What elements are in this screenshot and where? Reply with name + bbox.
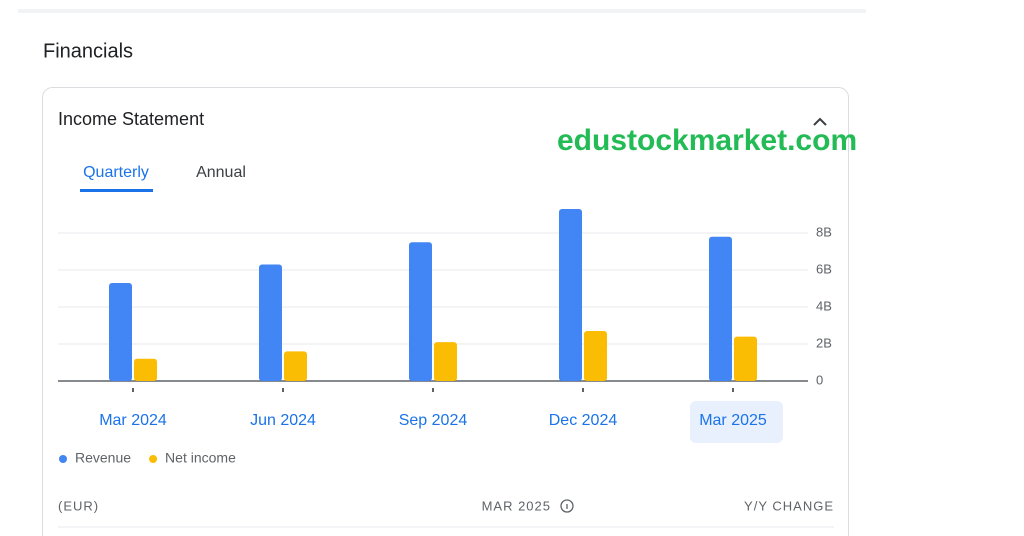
- bar: [709, 236, 732, 381]
- section-title: Financials: [43, 40, 133, 62]
- x-tick-label[interactable]: Mar 2024: [99, 412, 167, 429]
- tab-indicator: [80, 189, 153, 192]
- y-tick-label: 6B: [816, 261, 832, 276]
- bar: [434, 342, 457, 381]
- legend-dot: [149, 455, 158, 463]
- bar: [109, 282, 132, 381]
- table-period: MAR 2025: [482, 498, 551, 513]
- x-tick-label[interactable]: Mar 2025: [699, 412, 767, 429]
- bar: [284, 351, 307, 381]
- bar: [409, 242, 432, 381]
- table-change: Y/Y CHANGE: [744, 498, 834, 513]
- legend-dot: [59, 455, 67, 463]
- bar: [259, 264, 282, 381]
- y-tick-label: 4B: [816, 298, 832, 313]
- tab[interactable]: Quarterly: [83, 164, 149, 181]
- bar: [559, 208, 582, 381]
- top-divider: [18, 9, 866, 13]
- legend-label: Revenue: [75, 450, 131, 466]
- y-tick-label: 0: [816, 372, 823, 387]
- card-title: Income Statement: [58, 109, 204, 129]
- y-tick-label: 2B: [816, 335, 832, 350]
- y-tick-label: 8B: [816, 224, 832, 239]
- bar: [134, 358, 157, 381]
- x-tick-label[interactable]: Jun 2024: [250, 412, 316, 429]
- x-tick-label[interactable]: Sep 2024: [399, 412, 468, 429]
- selected-category: [690, 401, 783, 443]
- tab[interactable]: Annual: [196, 164, 246, 181]
- table-unit: (EUR): [58, 498, 99, 513]
- x-tick-label[interactable]: Dec 2024: [549, 412, 618, 429]
- bar: [584, 331, 607, 381]
- bar: [734, 336, 757, 381]
- info-icon[interactable]: [560, 499, 574, 513]
- collapse-icon[interactable]: [813, 117, 827, 126]
- card: [42, 87, 849, 536]
- legend-label: Net income: [165, 450, 236, 466]
- watermark: edustockmarket.com: [557, 124, 857, 157]
